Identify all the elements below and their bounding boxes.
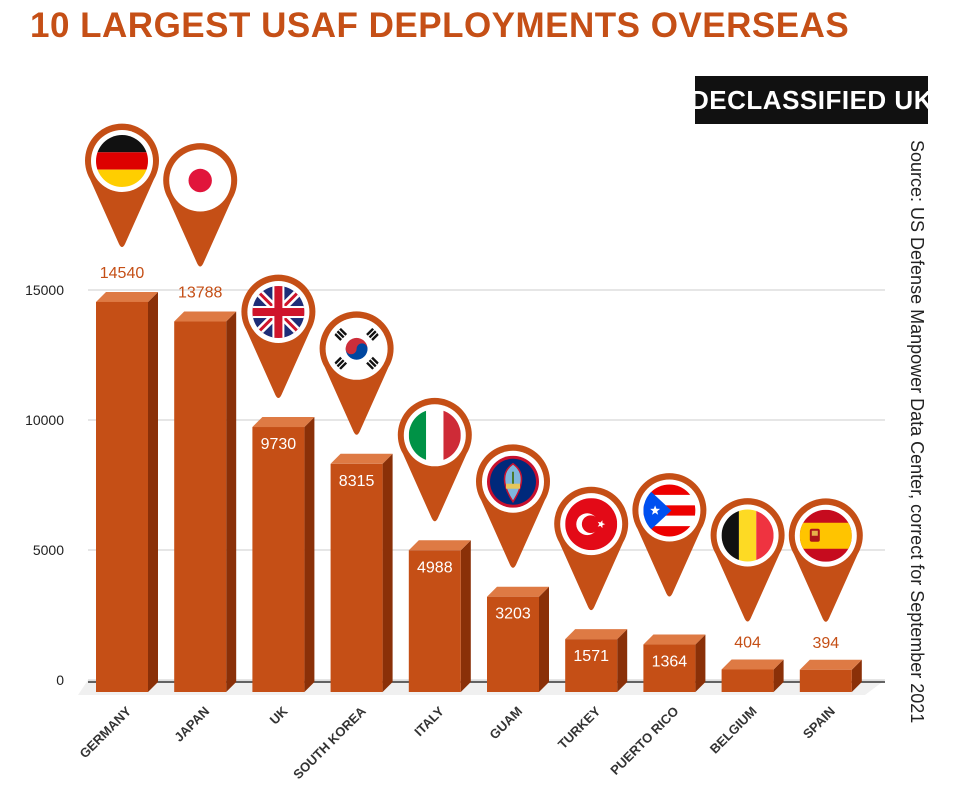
- bar: [643, 644, 696, 692]
- bar-side: [773, 659, 784, 692]
- bar: [252, 427, 305, 692]
- data-label: 404: [734, 634, 761, 651]
- y-tick-label: 0: [56, 672, 64, 688]
- puerto-rico-flag-icon: [632, 473, 707, 597]
- spain-flag-icon: [788, 498, 863, 622]
- guam-flag-icon: [476, 444, 550, 568]
- bar: [487, 596, 539, 692]
- bar: [799, 669, 852, 692]
- south-korea-flag-icon: [319, 311, 394, 435]
- x-tick-label: PUERTO RICO: [607, 704, 681, 778]
- y-tick-label: 5000: [33, 542, 64, 558]
- bar: [174, 321, 227, 692]
- bar-side: [539, 586, 549, 692]
- y-tick-label: 10000: [25, 412, 64, 428]
- bar-top: [799, 659, 862, 670]
- bar-side: [695, 634, 706, 692]
- bar-side: [304, 417, 315, 692]
- bar-top: [408, 540, 471, 551]
- bar-side: [382, 453, 393, 692]
- bar-side: [617, 629, 628, 692]
- data-label: 8315: [339, 473, 375, 490]
- bar-top: [96, 291, 158, 302]
- bar-side: [226, 311, 237, 692]
- bar-top: [487, 586, 549, 597]
- x-tick-label: JAPAN: [171, 704, 212, 745]
- belgium-flag-icon: [710, 498, 785, 622]
- x-tick-label: ITALY: [411, 703, 447, 739]
- x-tick-label: TURKEY: [555, 703, 604, 752]
- italy-flag-icon: [397, 397, 472, 522]
- data-label: 394: [812, 635, 839, 652]
- data-label: 3203: [495, 606, 531, 623]
- chart-title: 10 LARGEST USAF DEPLOYMENTS OVERSEAS: [30, 6, 850, 45]
- data-label: 1364: [652, 654, 688, 671]
- germany-flag-icon: [85, 123, 159, 247]
- uk-flag-icon: [241, 274, 316, 399]
- turkey-flag-icon: [554, 486, 629, 611]
- data-label: 1571: [573, 648, 609, 665]
- bar-top: [174, 311, 237, 322]
- bar: [721, 669, 774, 692]
- x-tick-label: GERMANY: [77, 703, 135, 761]
- bar-side: [148, 291, 158, 692]
- y-tick-label: 15000: [25, 282, 64, 298]
- data-label: 13788: [178, 285, 223, 302]
- bar: [330, 463, 383, 692]
- data-label: 14540: [100, 265, 145, 282]
- brand-logo: DECLASSIFIED UK: [690, 76, 932, 124]
- x-tick-label: GUAM: [486, 704, 525, 743]
- x-tick-label: UK: [267, 703, 291, 727]
- bar-top: [565, 629, 628, 640]
- bar: [565, 639, 618, 692]
- bar-side: [460, 540, 471, 692]
- japan-flag-icon: [163, 143, 238, 267]
- data-label: 4988: [417, 559, 453, 576]
- x-tick-label: BELGIUM: [707, 704, 760, 757]
- x-tick-label: SPAIN: [800, 704, 838, 742]
- x-tick-label: SOUTH KOREA: [290, 703, 369, 782]
- bar-top: [330, 453, 393, 464]
- bar-top: [721, 659, 784, 670]
- bar-side: [851, 659, 862, 692]
- data-label: 9730: [261, 436, 297, 453]
- bar: [96, 301, 148, 692]
- bar: [408, 550, 461, 692]
- bar-top: [252, 417, 315, 428]
- bar-top: [643, 634, 706, 645]
